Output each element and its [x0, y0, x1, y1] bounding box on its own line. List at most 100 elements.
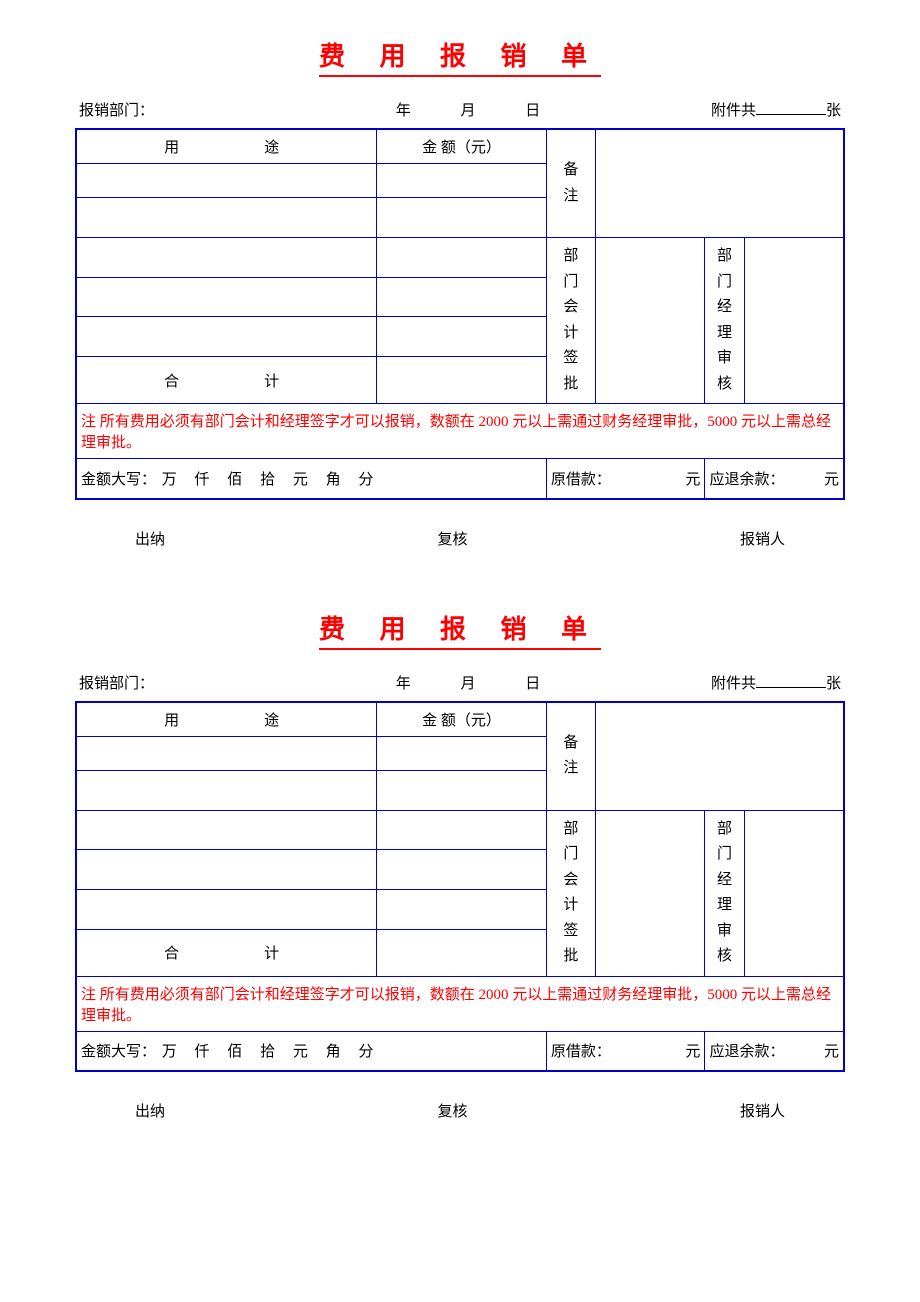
unit-shi: 拾 [260, 472, 275, 488]
title-wrap: 费 用 报 销 单 [75, 36, 845, 77]
refund-unit: 元 [824, 468, 839, 489]
amount-units: 万 仟 佰 拾 元 角 分 [162, 472, 388, 488]
amount-row-3[interactable] [377, 238, 547, 278]
unit-fen-2: 分 [358, 1044, 373, 1060]
loan-unit-2: 元 [685, 1040, 700, 1061]
loan-cell: 原借款： 元 [546, 459, 705, 499]
attachment-label: 附件共张 [661, 99, 841, 120]
purpose-row-3[interactable] [76, 238, 377, 278]
col-dept-acct: 部 门 会 计 签 批 [546, 238, 595, 404]
day-label-2: 日 [525, 676, 544, 692]
footer-cashier: 出纳 [135, 528, 165, 549]
amount-row-5b[interactable] [377, 889, 547, 929]
amount-row-5[interactable] [377, 317, 547, 357]
day-label: 日 [525, 103, 544, 119]
unit-jiao-2: 角 [326, 1044, 341, 1060]
remark-cell[interactable] [596, 129, 844, 238]
purpose-row-3b[interactable] [76, 810, 377, 850]
refund-cell: 应退余款： 元 [705, 459, 844, 499]
amount-words-cell: 金额大写： 万 仟 佰 拾 元 角 分 [76, 459, 546, 499]
dept-acct-sign-2[interactable] [596, 810, 705, 976]
attachment-label-2: 附件共 张 [661, 672, 841, 693]
expense-form: 费 用 报 销 单 报销部门： 年 月 日 附件共张 用 途 金 额（元） 备 … [75, 36, 845, 549]
footer-reimburser: 报销人 [740, 528, 785, 549]
unit-wan: 万 [162, 472, 177, 488]
unit-wan-2: 万 [162, 1044, 177, 1060]
amount-units-2: 万 仟 佰 拾 元 角 分 [162, 1044, 388, 1060]
refund-cell-2: 应退余款： 元 [705, 1031, 844, 1071]
dept-mgr-sign-2[interactable] [744, 810, 844, 976]
loan-label-2: 原借款： [551, 1044, 611, 1060]
amount-words-cell-2: 金额大写： 万 仟 佰 拾 元 角 分 [76, 1031, 546, 1071]
col-remark-2: 备 注 [546, 702, 595, 811]
attach-suffix-2: 张 [826, 676, 841, 692]
unit-fen: 分 [358, 472, 373, 488]
purpose-row-1[interactable] [76, 164, 377, 198]
date-labels: 年 月 日 [340, 99, 600, 120]
col-purpose-2: 用 途 [76, 702, 377, 737]
amount-row-4[interactable] [377, 277, 547, 317]
amount-row-4b[interactable] [377, 850, 547, 890]
unit-qian: 仟 [195, 472, 210, 488]
refund-unit-2: 元 [824, 1040, 839, 1061]
col-dept-acct-2: 部 门 会 计 签 批 [546, 810, 595, 976]
expense-form-2: 费 用 报 销 单 报销部门： 年 月 日 附件共张 用 途 金 额（元） 备 … [75, 609, 845, 1122]
note-row-2: 注 所有费用必须有部门会计和经理签字才可以报销，数额在 2000 元以上需通过财… [76, 976, 844, 1031]
col-amount: 金 额（元） [377, 129, 547, 164]
date-labels-2: 年 月 日 [340, 672, 600, 693]
amount-row-1b[interactable] [377, 736, 547, 770]
amount-row-1[interactable] [377, 164, 547, 198]
header-row: 报销部门： 年 月 日 附件共张 [75, 99, 845, 128]
footer-row-2: 出纳 复核 报销人 [75, 1100, 845, 1121]
main-table-2: 用 途 金 额（元） 备 注 部 门 会 计 签 批 部 门 经 理 审 核 合… [75, 701, 845, 1073]
amount-words-label: 金额大写： [81, 472, 156, 488]
unit-yuan: 元 [293, 472, 308, 488]
header-row-2: 报销部门： 年 月 日 附件共张 [75, 672, 845, 701]
loan-unit: 元 [685, 468, 700, 489]
unit-qian-2: 仟 [195, 1044, 210, 1060]
unit-bai: 佰 [227, 472, 242, 488]
footer-reviewer: 复核 [437, 528, 467, 549]
unit-shi-2: 拾 [260, 1044, 275, 1060]
form-title: 费 用 报 销 单 [319, 36, 601, 77]
amount-row-2b[interactable] [377, 770, 547, 810]
footer-cashier-2: 出纳 [135, 1100, 165, 1121]
purpose-row-4[interactable] [76, 277, 377, 317]
footer-reviewer-2: 复核 [437, 1100, 467, 1121]
month-label: 月 [460, 103, 479, 119]
attach-blank-2[interactable] [756, 687, 826, 688]
year-label: 年 [396, 103, 415, 119]
footer-reimburser-2: 报销人 [740, 1100, 785, 1121]
col-dept-mgr: 部 门 经 理 审 核 [705, 238, 744, 404]
dept-acct-sign[interactable] [596, 238, 705, 404]
unit-bai-2: 佰 [227, 1044, 242, 1060]
col-purpose: 用 途 [76, 129, 377, 164]
attach-blank[interactable] [756, 114, 826, 115]
unit-yuan-2: 元 [293, 1044, 308, 1060]
total-label: 合 计 [76, 357, 377, 404]
main-table: 用 途 金 额（元） 备 注 部 门 会 计 签 批 部 门 经 理 审 核 合… [75, 128, 845, 500]
purpose-row-1b[interactable] [76, 736, 377, 770]
refund-label-2: 应退余款： [709, 1044, 784, 1060]
form-title-2: 费 用 报 销 单 [319, 609, 601, 650]
purpose-row-5[interactable] [76, 317, 377, 357]
title-wrap-2: 费 用 报 销 单 [75, 609, 845, 650]
col-amount-2: 金 额（元） [377, 702, 547, 737]
remark-cell-2[interactable] [596, 702, 844, 811]
purpose-row-2b[interactable] [76, 770, 377, 810]
col-remark: 备 注 [546, 129, 595, 238]
purpose-row-5b[interactable] [76, 889, 377, 929]
refund-label: 应退余款： [709, 472, 784, 488]
amount-row-2[interactable] [377, 198, 547, 238]
attach-prefix-2: 附件共 [711, 676, 756, 692]
attach-prefix: 附件共 [711, 103, 756, 119]
year-label-2: 年 [396, 676, 415, 692]
purpose-row-2[interactable] [76, 198, 377, 238]
dept-label: 报销部门： [79, 99, 279, 120]
total-amount[interactable] [377, 357, 547, 404]
loan-cell-2: 原借款： 元 [546, 1031, 705, 1071]
amount-row-3b[interactable] [377, 810, 547, 850]
dept-mgr-sign[interactable] [744, 238, 844, 404]
total-amount-2[interactable] [377, 929, 547, 976]
purpose-row-4b[interactable] [76, 850, 377, 890]
